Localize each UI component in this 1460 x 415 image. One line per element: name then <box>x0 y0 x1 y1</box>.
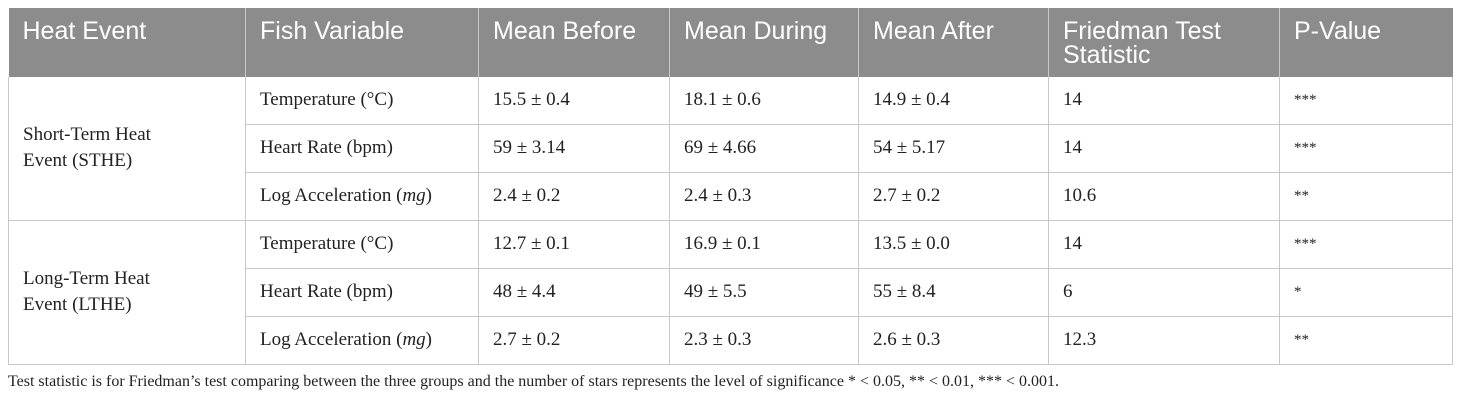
heat-event-label-line2: Event (STHE) <box>23 150 133 172</box>
mean-during-cell: 2.4 ± 0.3 <box>669 172 859 221</box>
heat-event-label-line1: Short-Term Heat <box>23 124 151 146</box>
header-mean-during: Mean During <box>669 8 859 77</box>
results-table: Heat Event Fish Variable Mean Before Mea… <box>8 8 1453 365</box>
header-fish-variable: Fish Variable <box>245 8 479 77</box>
mean-before-cell: 15.5 ± 0.4 <box>478 77 670 125</box>
table-footnote: Test statistic is for Friedman’s test co… <box>8 372 1060 390</box>
table-row: Heart Rate (bpm) 59 ± 3.14 69 ± 4.66 54 … <box>9 124 1453 173</box>
header-heat-event: Heat Event <box>8 8 246 77</box>
p-value-cell: ** <box>1279 172 1453 221</box>
table-row: Log Acceleration (mg) 2.7 ± 0.2 2.3 ± 0.… <box>9 316 1453 365</box>
unit-mg: mg <box>402 329 426 350</box>
mean-before-cell: 12.7 ± 0.1 <box>478 220 670 269</box>
mean-before-cell: 48 ± 4.4 <box>478 268 670 317</box>
fish-variable-cell: Temperature (°C) <box>245 77 479 125</box>
heat-event-cell: Short-Term Heat Event (STHE) <box>8 77 246 221</box>
fish-variable-cell: Log Acceleration (mg) <box>245 172 479 221</box>
mean-after-cell: 14.9 ± 0.4 <box>858 77 1049 125</box>
header-mean-before: Mean Before <box>478 8 670 77</box>
p-value-cell: ** <box>1279 316 1453 365</box>
mean-during-cell: 69 ± 4.66 <box>669 124 859 173</box>
table-row: Heart Rate (bpm) 48 ± 4.4 49 ± 5.5 55 ± … <box>9 268 1453 317</box>
friedman-statistic-cell: 14 <box>1048 124 1280 173</box>
unit-mg: mg <box>402 185 426 206</box>
heat-event-label-line2: Event (LTHE) <box>23 294 132 315</box>
heat-event-cell: Long-Term Heat Event (LTHE) <box>8 220 246 365</box>
header-row: Heat Event Fish Variable Mean Before Mea… <box>8 8 1453 77</box>
header-p-value: P-Value <box>1279 8 1453 77</box>
mean-during-cell: 16.9 ± 0.1 <box>669 220 859 269</box>
heat-event-label-line1: Long-Term Heat <box>23 268 150 289</box>
fish-variable-cell: Temperature (°C) <box>245 220 479 269</box>
mean-after-cell: 2.7 ± 0.2 <box>858 172 1049 221</box>
friedman-statistic-cell: 12.3 <box>1048 316 1280 365</box>
table-row: Log Acceleration (mg) 2.4 ± 0.2 2.4 ± 0.… <box>9 172 1453 221</box>
mean-after-cell: 2.6 ± 0.3 <box>858 316 1049 365</box>
table-row: Short-Term Heat Event (STHE) Temperature… <box>8 77 1453 221</box>
friedman-statistic-cell: 14 <box>1048 220 1280 269</box>
table-container: Heat Event Fish Variable Mean Before Mea… <box>8 8 1453 391</box>
mean-before-cell: 2.7 ± 0.2 <box>478 316 670 365</box>
closing-paren: ) <box>425 329 432 350</box>
p-value-cell: *** <box>1279 77 1453 125</box>
p-value-cell: * <box>1279 268 1453 317</box>
friedman-statistic-cell: 14 <box>1048 77 1280 125</box>
mean-after-cell: 55 ± 8.4 <box>858 268 1049 317</box>
mean-before-cell: 59 ± 3.14 <box>478 124 670 173</box>
closing-paren: ) <box>425 185 432 206</box>
fish-variable-cell: Log Acceleration (mg) <box>245 316 479 365</box>
mean-after-cell: 13.5 ± 0.0 <box>858 220 1049 269</box>
mean-during-cell: 2.3 ± 0.3 <box>669 316 859 365</box>
fish-variable-text: Log Acceleration ( <box>260 329 403 350</box>
p-value-cell: *** <box>1279 124 1453 173</box>
friedman-statistic-cell: 6 <box>1048 268 1280 317</box>
friedman-statistic-cell: 10.6 <box>1048 172 1280 221</box>
header-friedman-statistic: Friedman Test Statistic <box>1048 8 1280 77</box>
table-row: Long-Term Heat Event (LTHE) Temperature … <box>8 220 1453 365</box>
mean-during-cell: 49 ± 5.5 <box>669 268 859 317</box>
mean-during-cell: 18.1 ± 0.6 <box>669 77 859 125</box>
p-value-cell: *** <box>1279 220 1453 269</box>
fish-variable-text: Log Acceleration ( <box>260 185 403 206</box>
mean-after-cell: 54 ± 5.17 <box>858 124 1049 173</box>
fish-variable-cell: Heart Rate (bpm) <box>245 124 479 173</box>
header-mean-after: Mean After <box>858 8 1049 77</box>
mean-before-cell: 2.4 ± 0.2 <box>478 172 670 221</box>
fish-variable-cell: Heart Rate (bpm) <box>245 268 479 317</box>
